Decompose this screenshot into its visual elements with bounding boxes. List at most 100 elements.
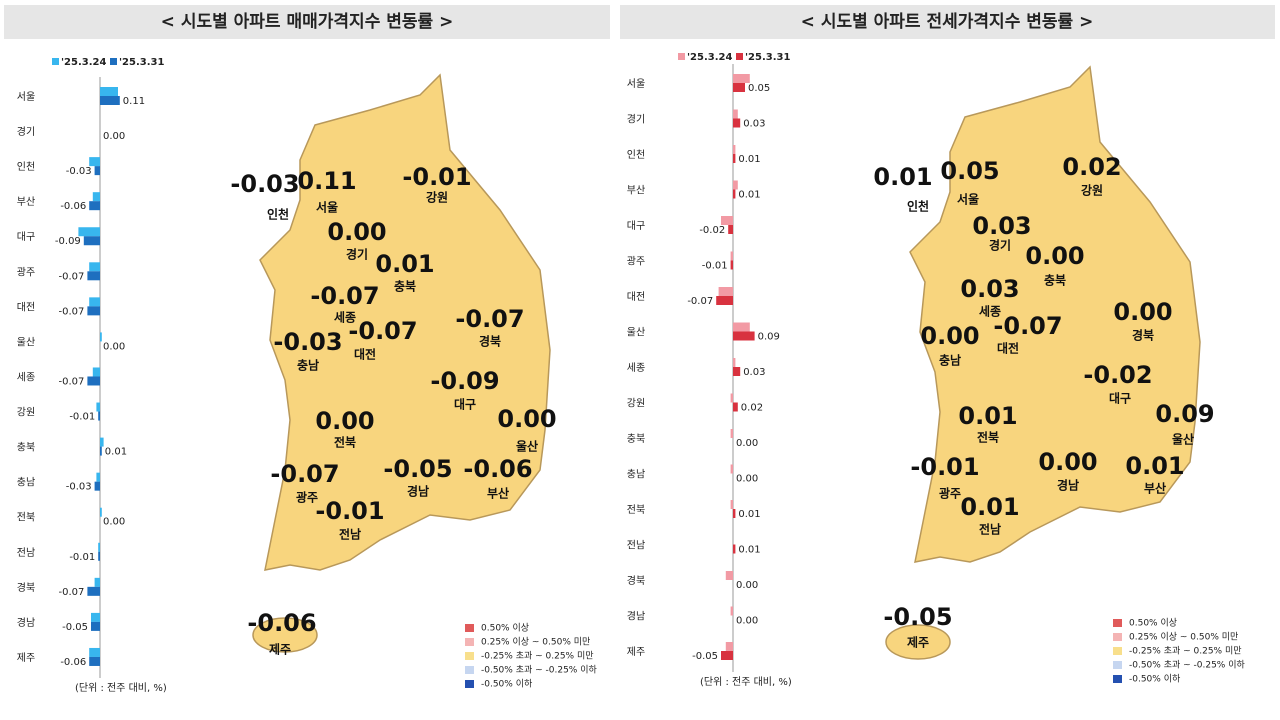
map-value-label: -0.03 <box>230 170 299 198</box>
value-label: 0.05 <box>748 83 770 94</box>
map-legend-label: -0.50% 초과 ~ -0.25% 이하 <box>481 665 598 676</box>
category-label: 대전 <box>627 291 645 303</box>
bar <box>94 481 100 491</box>
map <box>885 66 1201 660</box>
unit-note: (단위 : 전주 대비, %) <box>700 675 792 688</box>
category-label: 세종 <box>627 362 645 374</box>
bar <box>733 189 736 199</box>
map-region-label: 대구 <box>454 398 476 412</box>
value-label: 0.01 <box>738 545 760 556</box>
bar <box>89 262 100 272</box>
category-label: 광주 <box>17 266 35 278</box>
category-label: 울산 <box>627 327 645 339</box>
map-legend-label: -0.25% 초과 ~ 0.25% 미만 <box>481 651 594 662</box>
value-label: 0.00 <box>736 438 758 449</box>
map-region-label: 대전 <box>354 347 376 362</box>
bar <box>92 367 100 377</box>
category-label: 부산 <box>627 185 645 197</box>
category-label: 경기 <box>627 113 645 126</box>
category-label: 서울 <box>627 78 645 90</box>
value-label: 0.00 <box>736 616 758 627</box>
bar <box>100 87 118 96</box>
category-label: 광주 <box>627 256 645 268</box>
category-label: 충남 <box>17 477 35 489</box>
title-bar <box>620 5 1275 39</box>
map-region-label: 충북 <box>394 279 416 294</box>
bar <box>730 606 733 616</box>
map-value-label: 0.00 <box>920 322 979 350</box>
map-region-label: 부산 <box>487 486 509 501</box>
bar <box>89 297 100 307</box>
map-value-label: 0.00 <box>1025 242 1084 270</box>
map-value-label: 0.03 <box>972 212 1031 240</box>
map-legend-swatch <box>1113 661 1122 669</box>
category-label: 강원 <box>627 398 645 410</box>
map-legend-swatch <box>1113 633 1122 641</box>
category-label: 경북 <box>17 581 35 594</box>
map-legend-label: 0.25% 이상 ~ 0.50% 미만 <box>481 637 590 648</box>
chart-title: < 시도별 아파트 전세가격지수 변동률 > <box>801 12 1094 32</box>
bar <box>728 225 733 234</box>
value-label: 0.01 <box>738 154 760 165</box>
map-value-label: 0.00 <box>327 218 386 246</box>
bar <box>721 216 733 225</box>
bar <box>716 296 733 305</box>
bar <box>89 157 100 167</box>
value-label: -0.09 <box>55 236 81 247</box>
title-bar <box>4 5 610 39</box>
bar <box>718 287 733 296</box>
value-label: -0.06 <box>60 657 86 668</box>
category-label: 충북 <box>627 433 645 445</box>
bar <box>87 376 100 386</box>
legend-label: '25.3.24 <box>687 52 732 63</box>
bar <box>87 271 100 281</box>
value-label: -0.05 <box>62 622 88 633</box>
bar <box>730 429 733 438</box>
map-value-label: 0.01 <box>1125 452 1184 480</box>
legend-label: '25.3.31 <box>119 57 164 68</box>
value-label: -0.07 <box>59 376 85 387</box>
legend-swatch <box>678 53 685 60</box>
map-region-label: 인천 <box>907 199 929 214</box>
category-label: 경기 <box>17 125 35 138</box>
map-legend-swatch <box>465 624 474 632</box>
bar <box>733 544 736 554</box>
bar <box>730 500 733 509</box>
bar <box>89 647 100 657</box>
value-label: -0.07 <box>687 296 713 307</box>
bar <box>96 402 100 412</box>
value-label: 0.02 <box>741 403 763 414</box>
map-value-label: -0.03 <box>273 328 342 356</box>
bar <box>78 227 100 237</box>
value-label: 0.03 <box>743 119 765 130</box>
map-value-label: -0.06 <box>463 455 532 483</box>
map-value-label: -0.05 <box>383 455 452 483</box>
map-legend-label: 0.50% 이상 <box>481 623 529 634</box>
map-value-label: 0.00 <box>315 407 374 435</box>
map-value-label: -0.07 <box>348 317 417 345</box>
value-label: 0.09 <box>758 332 780 343</box>
bar <box>83 236 100 246</box>
category-label: 경남 <box>627 610 645 623</box>
bar <box>87 586 100 596</box>
map-region-label: 인천 <box>267 207 289 222</box>
map-legend-swatch <box>1113 675 1122 683</box>
map-region-label: 경남 <box>1057 478 1079 493</box>
bar <box>89 656 100 666</box>
category-label: 부산 <box>17 196 35 208</box>
bar <box>730 464 733 474</box>
map-legend-label: -0.50% 이하 <box>481 679 533 690</box>
category-label: 제주 <box>627 646 645 658</box>
bar <box>94 166 100 176</box>
map-value-label: 0.02 <box>1062 153 1121 181</box>
map-region-label: 서울 <box>316 200 338 215</box>
bar <box>725 571 733 580</box>
bar <box>733 402 738 412</box>
map-region-label: 충남 <box>297 358 319 373</box>
map-legend-swatch <box>1113 619 1122 627</box>
category-label: 서울 <box>17 91 35 103</box>
value-label: -0.05 <box>692 651 718 662</box>
category-label: 인천 <box>627 149 645 161</box>
map-region-label: 경기 <box>346 247 368 262</box>
legend-swatch <box>52 58 59 65</box>
